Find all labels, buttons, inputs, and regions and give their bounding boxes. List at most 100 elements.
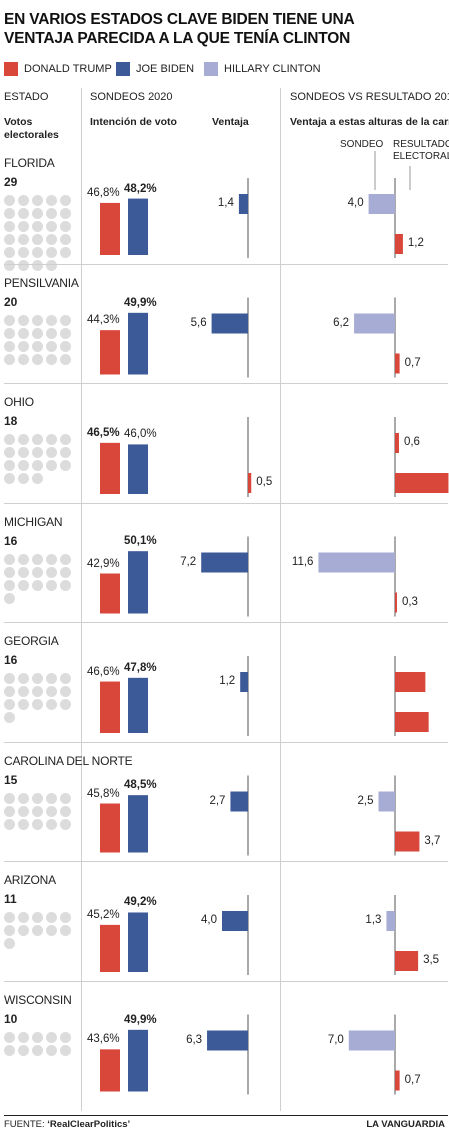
header-votos: Votos electorales	[4, 116, 59, 142]
poll-2016-label: 0,6	[403, 436, 420, 448]
state-name: WISCONSIN	[4, 992, 72, 1007]
electoral-vote-dot	[32, 925, 43, 936]
lead-2020-label: 5,6	[190, 316, 207, 329]
trump-intention-bar	[100, 573, 120, 614]
electoral-votes: 11	[4, 892, 17, 906]
electoral-vote-dot	[32, 434, 43, 445]
electoral-vote-dot	[60, 247, 71, 258]
poll-2016-bar	[395, 433, 399, 453]
electoral-vote-dot	[4, 247, 15, 258]
electoral-vote-dot	[46, 686, 57, 697]
biden-intention-bar	[128, 912, 148, 972]
biden-intention-bar	[128, 551, 148, 614]
footer-source-prefix: FUENTE:	[4, 1119, 48, 1130]
electoral-vote-dot	[4, 434, 15, 445]
electoral-vote-dot	[4, 460, 15, 471]
electoral-vote-dot	[46, 566, 57, 578]
header-sondeos-vs-resultado: SONDEOS VS RESULTADO 2016	[290, 91, 449, 103]
result-2016-bar	[395, 1070, 400, 1091]
title-line-1: EN VARIOS ESTADOS CLAVE BIDEN TIENE UNA	[4, 11, 355, 28]
state-name: CAROLINA DEL NORTE	[4, 753, 133, 768]
trump-intention-bar	[100, 330, 120, 375]
electoral-vote-dot	[18, 353, 29, 365]
biden-intention-label: 50,1%	[124, 535, 157, 548]
electoral-vote-dot	[32, 260, 43, 271]
lead-2020-label: 0,5	[256, 476, 273, 488]
electoral-vote-dot	[4, 314, 15, 326]
lead-2020-label: 1,4	[217, 197, 234, 209]
lead-2020-bar	[238, 194, 248, 214]
state-name: PENSILVANIA	[4, 275, 79, 290]
electoral-votes: 16	[4, 533, 18, 548]
legend-label-biden: JOE BIDEN	[136, 63, 195, 75]
trump-intention-label: 45,8%	[87, 787, 120, 800]
electoral-vote-dot	[46, 912, 57, 923]
electoral-vote-dot	[60, 340, 71, 352]
electoral-vote-dot	[46, 1044, 57, 1056]
result-2016-bar	[395, 353, 400, 374]
electoral-vote-dot	[18, 473, 29, 484]
footer-rule	[4, 1115, 448, 1116]
header-resultado: RESULTADO ELECTORAL	[393, 139, 449, 163]
electoral-vote-dot	[32, 1044, 43, 1056]
electoral-vote-dot	[18, 805, 29, 817]
electoral-vote-dot	[60, 686, 71, 697]
result-2016-label: 0,7	[404, 356, 421, 369]
lead-2020-bar	[211, 313, 248, 334]
biden-intention-bar	[128, 1029, 148, 1092]
biden-intention-label: 48,2%	[124, 182, 157, 195]
electoral-vote-dot	[32, 327, 43, 339]
electoral-vote-dot	[46, 792, 57, 804]
electoral-vote-dot	[4, 566, 15, 578]
electoral-vote-dot	[60, 805, 71, 817]
footer-source: FUENTE: ‘RealClearPolitics’	[4, 1119, 130, 1130]
poll-2016-bar	[318, 552, 395, 573]
electoral-vote-dot	[46, 314, 57, 326]
result-2016-bar	[395, 712, 429, 732]
electoral-vote-dot	[60, 925, 71, 936]
electoral-vote-dot	[18, 260, 29, 271]
electoral-vote-dot	[18, 686, 29, 697]
electoral-vote-dot	[4, 792, 15, 804]
electoral-vote-dot	[46, 195, 57, 206]
lead-2020-label: 6,3	[186, 1033, 203, 1046]
electoral-vote-dot	[4, 1031, 15, 1043]
state-name: GEORGIA	[4, 634, 59, 648]
electoral-vote-dot	[4, 260, 15, 271]
electoral-vote-dot	[32, 699, 43, 710]
electoral-vote-dot	[4, 938, 15, 949]
state-name: OHIO	[4, 395, 34, 409]
electoral-vote-dot	[32, 792, 43, 804]
electoral-vote-dot	[4, 327, 15, 339]
electoral-vote-dot	[32, 208, 43, 219]
electoral-vote-dot	[18, 434, 29, 445]
biden-intention-label: 46,0%	[124, 428, 157, 441]
electoral-vote-dot	[18, 818, 29, 830]
header-votos-line-1: Votos	[4, 116, 33, 128]
electoral-vote-dot	[18, 1044, 29, 1056]
header-sondeos-2020: SONDEOS 2020	[90, 91, 173, 103]
biden-intention-label: 49,2%	[124, 896, 157, 909]
poll-2016-bar	[368, 194, 395, 214]
electoral-vote-dot	[32, 553, 43, 565]
electoral-vote-dot	[18, 221, 29, 232]
electoral-vote-dot	[32, 818, 43, 830]
trump-intention-label: 45,2%	[87, 908, 120, 921]
title-line-2: VENTAJA PARECIDA A LA QUE TENÍA CLINTON	[4, 30, 351, 47]
electoral-vote-dot	[60, 234, 71, 245]
electoral-vote-dot	[46, 327, 57, 339]
biden-intention-label: 47,8%	[124, 661, 157, 674]
electoral-vote-dot	[60, 353, 71, 365]
electoral-vote-dot	[4, 234, 15, 245]
electoral-vote-dot	[18, 1031, 29, 1043]
electoral-vote-dot	[4, 221, 15, 232]
electoral-vote-dot	[60, 195, 71, 206]
row-separator	[4, 502, 448, 504]
trump-intention-label: 43,6%	[87, 1033, 120, 1046]
electoral-vote-dot	[18, 699, 29, 710]
electoral-vote-dot	[32, 447, 43, 458]
electoral-votes: 18	[4, 414, 18, 428]
result-2016-label: 1,2	[407, 237, 424, 249]
electoral-vote-dot	[46, 1031, 57, 1043]
electoral-vote-dot	[46, 234, 57, 245]
